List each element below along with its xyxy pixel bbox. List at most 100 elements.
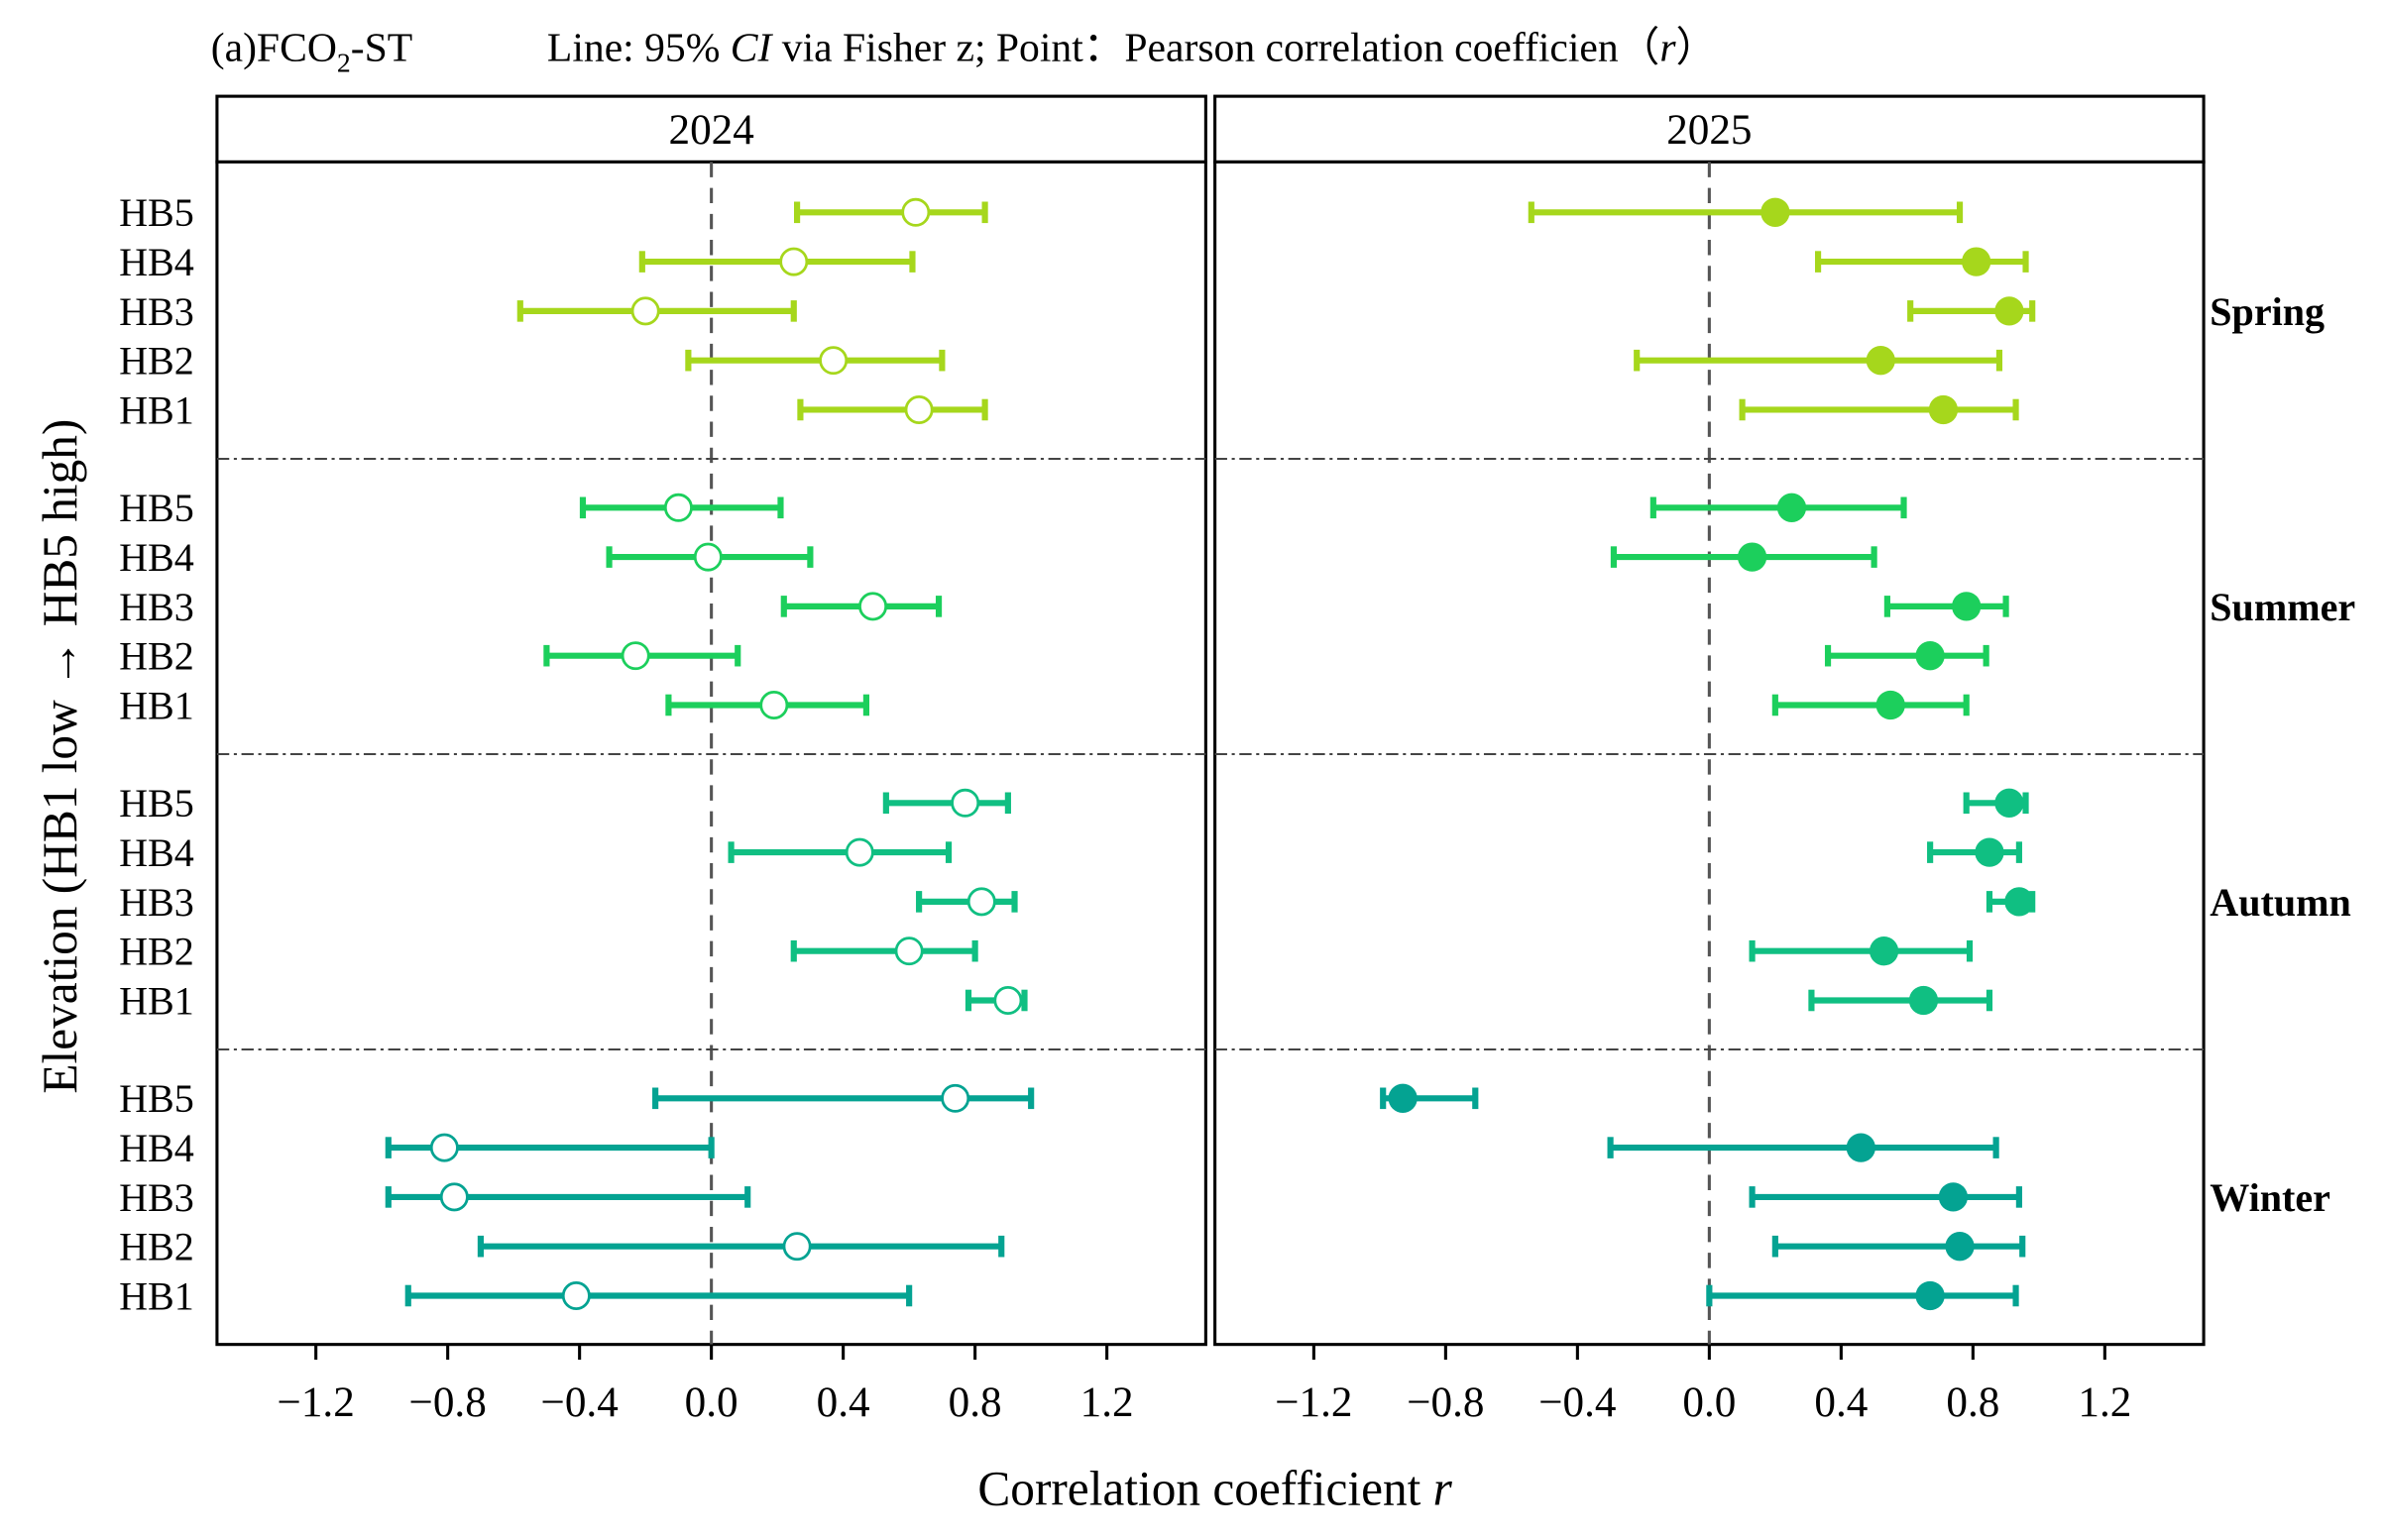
ci-row-2025-autumn-hb1 [1808,985,1993,1016]
ci-row-2024-spring-hb5 [794,197,988,227]
site-label: HB2 [119,1225,194,1269]
season-label: Summer [2210,585,2355,629]
site-label: HB3 [119,880,194,925]
point-estimate-open [630,296,660,326]
x-tick-label: −1.2 [1275,1379,1352,1426]
panel-strip-2025 [1213,94,2206,164]
ci-row-2024-winter-hb4 [385,1133,715,1162]
ci-row-2024-autumn-hb5 [882,788,1011,818]
ci-row-2025-winter-hb1 [1706,1280,2019,1311]
ci-row-2025-summer-hb4 [1610,542,1877,572]
ci-row-2024-spring-hb2 [685,346,946,376]
x-tick-label: 0.4 [1814,1379,1868,1426]
ci-row-2025-winter-hb4 [1607,1133,1999,1162]
site-label: HB4 [119,1126,194,1170]
point-estimate-filled [1776,493,1807,522]
ci-row-2024-winter-hb2 [477,1232,1005,1262]
ci-row-2024-summer-hb2 [543,641,741,671]
point-estimate-filled [1908,985,1939,1016]
site-label: HB4 [119,535,194,580]
site-label: HB2 [119,634,194,679]
x-axis-label-text: Correlation coefficient [977,1462,1432,1516]
point-estimate-open [941,1083,970,1113]
x-tick-label: −0.4 [541,1379,619,1426]
ci-row-2024-spring-hb3 [516,296,797,326]
point-estimate-filled [1875,690,1905,720]
point-estimate-filled [1994,296,2024,326]
title-panel-tag: (a)FCO [211,26,337,71]
season-label: Winter [2210,1175,2330,1220]
point-estimate-filled [1975,837,2004,867]
point-estimate-filled [1869,936,1899,966]
x-tick-label: 0.8 [1946,1379,1999,1426]
point-estimate-open [439,1182,469,1212]
ci-row-2024-summer-hb5 [579,493,784,522]
ci-row-2024-summer-hb3 [780,592,943,621]
point-estimate-filled [1866,346,1895,376]
panel-strip-label: 2025 [1666,107,1752,154]
ci-row-2024-winter-hb3 [385,1182,751,1212]
site-label: HB5 [119,781,194,825]
point-estimate-filled [1938,1182,1969,1212]
point-estimate-filled [1760,197,1790,227]
point-estimate-open [993,985,1023,1015]
site-label: HB2 [119,930,194,974]
x-tick-label: −1.2 [278,1379,355,1426]
point-estimate-filled [2004,887,2034,917]
title-legend-mid: via Fisher z; Point：Pearson correlation … [771,26,1659,71]
site-label: HB1 [119,978,194,1023]
point-estimate-open [819,346,849,376]
point-estimate-open [621,641,650,671]
ci-row-2024-autumn-hb2 [790,936,978,966]
title-r: r [1659,26,1676,71]
site-label: HB2 [119,339,194,384]
x-axis-label: Correlation coefficient r [977,1462,1452,1516]
x-tick-label: 1.2 [2078,1379,2131,1426]
site-label: HB1 [119,1273,194,1318]
y-axis-label: Elevation (HB1 low → HB5 high) [33,419,87,1094]
ci-row-2025-winter-hb3 [1749,1182,2022,1212]
x-tick-label: −0.4 [1538,1379,1616,1426]
site-label: HB3 [119,1175,194,1220]
title-ci: CI [731,26,774,71]
x-axis-label-var: r [1433,1462,1453,1516]
point-estimate-open [894,936,924,966]
title-subscript: 2 [337,48,351,78]
point-estimate-open [966,887,996,917]
point-estimate-filled [1962,247,1991,276]
ci-row-2024-autumn-hb1 [965,985,1028,1015]
site-label: HB4 [119,830,194,875]
site-label: HB5 [119,190,194,235]
site-label: HB3 [119,289,194,334]
point-estimate-open [663,493,693,522]
x-tick-label: 0.8 [949,1379,1002,1426]
ci-row-2025-summer-hb5 [1649,493,1907,522]
point-estimate-open [693,542,723,572]
chart-title: (a)FCO2-ST Line: 95% CI via Fisher z; Po… [211,26,1717,79]
title-legend: Line: 95% [547,26,731,71]
x-tick-label: 1.2 [1080,1379,1134,1426]
point-estimate-filled [1846,1133,1875,1162]
point-estimate-open [782,1232,812,1262]
ci-row-2024-autumn-hb3 [916,887,1018,917]
ci-row-2025-spring-hb2 [1634,346,2003,376]
site-label: HB1 [119,387,194,432]
point-estimate-filled [1915,1280,1945,1311]
point-estimate-filled [1994,788,2024,818]
ci-row-2024-summer-hb4 [606,542,814,572]
title-suffix: -ST [351,26,412,71]
ci-row-2025-spring-hb4 [1814,247,2029,276]
point-estimate-filled [1915,641,1945,671]
panel-strip-2024 [215,94,1207,164]
ci-row-2024-winter-hb5 [652,1083,1035,1113]
season-label: Spring [2210,289,2325,334]
point-estimate-filled [1952,592,1982,621]
panel-strip-label: 2024 [668,107,753,154]
site-label: HB5 [119,1076,194,1121]
ci-row-2025-winter-hb5 [1380,1083,1479,1113]
ci-row-2025-summer-hb1 [1771,690,1970,720]
ci-row-2024-spring-hb4 [638,247,916,276]
point-estimate-open [951,788,980,818]
x-tick-label: 0.0 [685,1379,738,1426]
